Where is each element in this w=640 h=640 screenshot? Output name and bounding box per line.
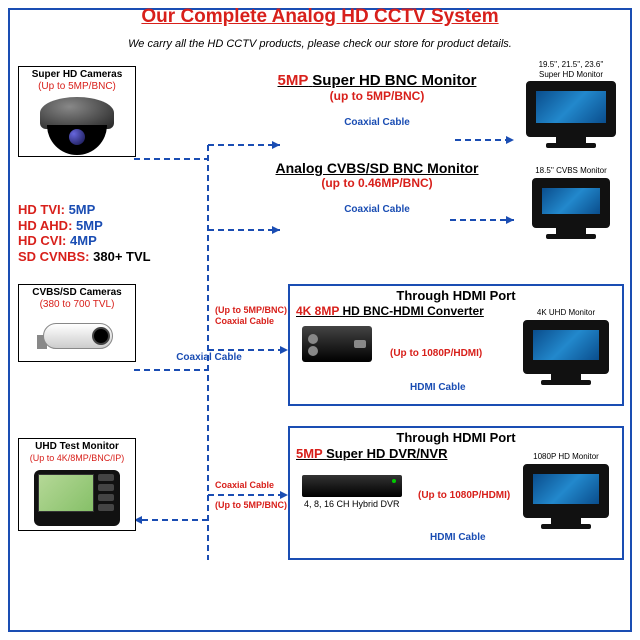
upto5-bot-label: (Up to 5MP/BNC) xyxy=(215,500,287,511)
box-dvr-nvr: Through HDMI Port 5MP Super HD DVR/NVR 4… xyxy=(288,426,624,560)
box-hdmi-converter: Through HDMI Port 4K 8MP HD BNC-HDMI Con… xyxy=(288,284,624,406)
box-super-hd-cameras: Super HD Cameras (Up to 5MP/BNC) xyxy=(18,66,136,157)
monitor-icon xyxy=(526,81,616,137)
cvbs-cameras-label: CVBS/SD Cameras xyxy=(23,287,131,299)
box-uhd-test-monitor: UHD Test Monitor (Up to 4K/8MP/BNC/IP) xyxy=(18,438,136,531)
super-hd-cameras-spec: (Up to 5MP/BNC) xyxy=(23,81,131,93)
cvbs-monitor-graphic: 18.5'' CVBS Monitor xyxy=(516,166,626,239)
monitor-icon xyxy=(532,178,610,228)
bullet-camera-icon xyxy=(37,317,117,357)
monitor-icon xyxy=(523,320,609,374)
uhd-test-spec: (Up to 4K/8MP/BNC/IP) xyxy=(23,453,131,464)
uhd-test-label: UHD Test Monitor xyxy=(23,441,131,453)
cvbs-cameras-spec: (380 to 700 TVL) xyxy=(23,299,131,311)
coax-h-label: Coaxial Cable xyxy=(215,316,274,327)
section-5mp-monitor: 5MP Super HD BNC Monitor (up to 5MP/BNC)… xyxy=(252,72,502,129)
box-cvbs-cameras: CVBS/SD Cameras (380 to 700 TVL) xyxy=(18,284,136,362)
page-title: Our Complete Analog HD CCTV System xyxy=(0,6,640,28)
hd-monitor-graphic: 1080P HD Monitor xyxy=(516,452,616,529)
monitor-icon xyxy=(523,464,609,518)
section-cvbs-monitor: Analog CVBS/SD BNC Monitor (up to 0.46MP… xyxy=(252,160,502,216)
coax-vertical-label: Coaxial Cable xyxy=(174,352,244,364)
camera-specs: HD TVI: 5MP HD AHD: 5MP HD CVI: 4MP SD C… xyxy=(18,202,178,264)
upto5-label: (Up to 5MP/BNC) xyxy=(215,305,287,316)
super-hd-cameras-label: Super HD Cameras xyxy=(23,69,131,81)
converter-icon xyxy=(302,326,372,362)
page-subtitle: We carry all the HD CCTV products, pleas… xyxy=(0,38,640,50)
super-hd-monitor-graphic: 19.5'', 21.5'', 23.6'' Super HD Monitor xyxy=(516,60,626,148)
coax-bot-label: Coaxial Cable xyxy=(215,480,274,491)
dome-camera-icon xyxy=(37,97,117,152)
test-monitor-icon xyxy=(34,470,120,526)
uhd-monitor-graphic: 4K UHD Monitor xyxy=(516,308,616,385)
dvr-icon xyxy=(302,475,402,497)
